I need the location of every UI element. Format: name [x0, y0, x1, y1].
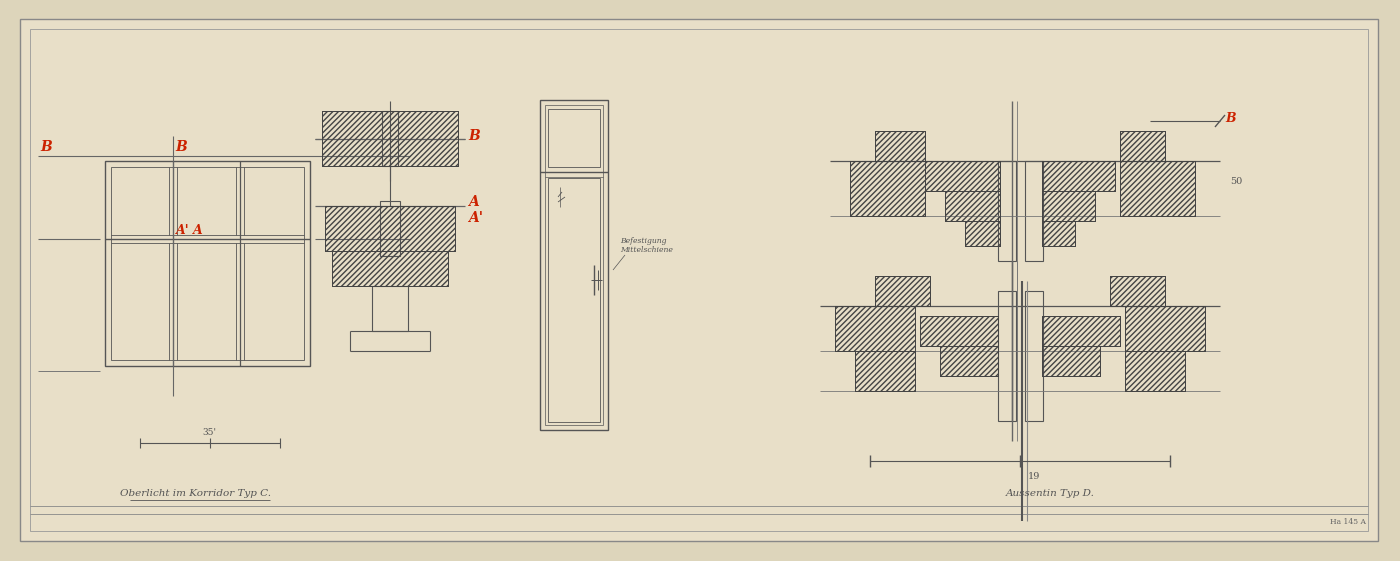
Bar — [920, 316, 998, 346]
Bar — [965, 221, 1000, 246]
Bar — [855, 351, 916, 391]
Bar — [1126, 306, 1205, 351]
Bar — [1025, 161, 1043, 261]
Bar — [834, 306, 916, 351]
Bar — [1042, 161, 1114, 191]
Text: B: B — [468, 129, 480, 143]
Bar — [965, 221, 1000, 246]
Text: Oberlicht im Korridor Typ C.: Oberlicht im Korridor Typ C. — [119, 489, 270, 498]
Bar — [925, 161, 1000, 191]
Bar — [850, 161, 925, 216]
Text: B: B — [41, 140, 52, 154]
Bar — [875, 131, 925, 161]
Bar — [1120, 131, 1165, 161]
Bar — [332, 251, 448, 286]
Bar — [875, 276, 930, 306]
Bar — [332, 251, 448, 286]
Bar — [1042, 221, 1075, 246]
Text: A: A — [468, 195, 479, 209]
Bar — [855, 351, 916, 391]
Text: A': A' — [175, 224, 189, 237]
Text: Befestigung
Mittelschiene: Befestigung Mittelschiene — [620, 237, 673, 254]
Bar — [1042, 316, 1120, 346]
Bar — [1042, 346, 1100, 376]
Text: A': A' — [468, 211, 483, 225]
Text: 50: 50 — [1231, 177, 1242, 186]
Bar — [920, 316, 998, 346]
Bar — [998, 161, 1016, 261]
Bar — [1110, 276, 1165, 306]
Bar — [1110, 276, 1165, 306]
Bar — [1025, 291, 1043, 421]
Bar — [925, 161, 1000, 191]
Bar — [1042, 316, 1120, 346]
Bar — [939, 346, 998, 376]
Bar — [945, 191, 1000, 221]
Bar — [939, 346, 998, 376]
Text: 19: 19 — [1028, 472, 1040, 481]
Bar — [1042, 161, 1114, 191]
Bar — [998, 291, 1016, 421]
Bar — [834, 306, 916, 351]
Text: Aussentin Typ D.: Aussentin Typ D. — [1005, 489, 1095, 498]
Bar — [540, 100, 608, 430]
Bar — [545, 105, 603, 425]
Bar — [850, 161, 925, 216]
Bar — [105, 161, 309, 366]
Bar — [29, 29, 1368, 531]
Bar — [1042, 191, 1095, 221]
Text: Ha 145 A: Ha 145 A — [1330, 518, 1366, 526]
Bar — [875, 131, 925, 161]
Text: 35': 35' — [202, 428, 216, 437]
Text: B: B — [1225, 112, 1236, 125]
Bar — [382, 111, 398, 166]
Bar — [1120, 161, 1196, 216]
Bar — [325, 206, 455, 251]
Bar — [1126, 351, 1184, 391]
Text: A: A — [193, 224, 203, 237]
Bar — [547, 178, 601, 422]
Bar — [547, 109, 601, 167]
Bar — [945, 191, 1000, 221]
Bar — [322, 111, 458, 166]
Bar — [1042, 221, 1075, 246]
Bar — [875, 276, 930, 306]
Bar — [1120, 131, 1165, 161]
Bar — [322, 111, 458, 166]
Bar — [1042, 191, 1095, 221]
Text: B: B — [175, 140, 188, 154]
Bar — [111, 167, 304, 360]
Bar — [372, 286, 407, 331]
Bar — [1126, 351, 1184, 391]
Bar — [1042, 346, 1100, 376]
Bar — [1126, 306, 1205, 351]
Bar — [1120, 161, 1196, 216]
Bar — [379, 201, 400, 256]
Bar — [325, 206, 455, 251]
